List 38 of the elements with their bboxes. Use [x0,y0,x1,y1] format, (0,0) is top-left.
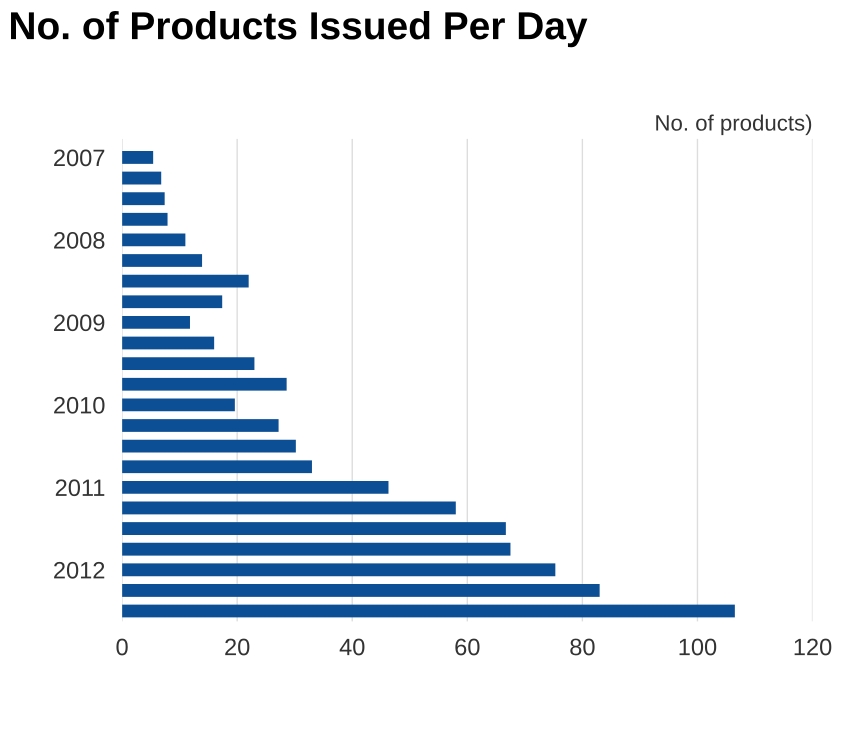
x-tick-label: 80 [570,638,595,656]
bar [122,522,506,535]
bar [122,460,312,474]
bar [122,274,249,288]
bar [122,295,222,308]
bar [122,378,287,391]
bar [122,212,168,226]
x-axis-title: No. of products) [656,114,812,136]
x-tick-label: 60 [455,638,480,656]
bar [122,172,162,184]
x-tick-label: 40 [340,638,364,656]
x-tick-label: 0 [116,638,128,656]
bar [122,192,165,206]
x-tick-label: 120 [794,638,832,656]
bar [122,398,235,412]
bar [122,542,510,556]
bar [122,357,254,370]
x-tick-label: 100 [680,638,716,656]
y-tick-label: 2008 [54,232,104,249]
bar [122,419,279,432]
y-tick-label: 2010 [54,396,105,414]
y-tick-label: 2009 [54,314,104,332]
bar [122,316,190,329]
bar [122,234,186,246]
x-tick-label: 20 [225,638,250,656]
y-tick-label: 2007 [54,150,104,166]
bar [122,604,735,618]
y-tick-label: 2011 [56,479,104,496]
bar [122,254,202,267]
bar [122,502,456,514]
bar [122,563,556,576]
chart-title: No. of Products Issued Per Day [11,10,588,48]
bar [122,440,296,452]
bar [122,336,214,350]
bar [122,584,600,597]
bar [122,480,388,494]
bar [122,151,154,164]
y-tick-label: 2012 [54,562,104,579]
